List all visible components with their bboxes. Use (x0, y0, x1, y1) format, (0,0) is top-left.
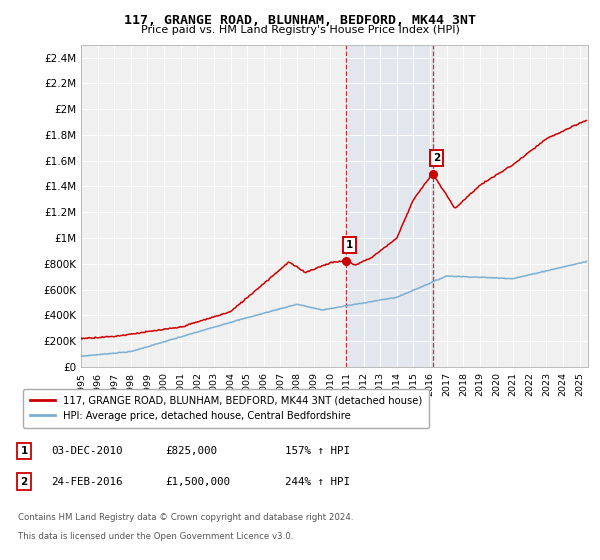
Text: 117, GRANGE ROAD, BLUNHAM, BEDFORD, MK44 3NT: 117, GRANGE ROAD, BLUNHAM, BEDFORD, MK44… (124, 14, 476, 27)
Text: 24-FEB-2016: 24-FEB-2016 (51, 477, 122, 487)
Text: £1,500,000: £1,500,000 (165, 477, 230, 487)
Text: 157% ↑ HPI: 157% ↑ HPI (285, 446, 350, 456)
Text: Contains HM Land Registry data © Crown copyright and database right 2024.: Contains HM Land Registry data © Crown c… (18, 514, 353, 522)
Text: 1: 1 (20, 446, 28, 456)
Text: 2: 2 (433, 153, 440, 163)
Text: 244% ↑ HPI: 244% ↑ HPI (285, 477, 350, 487)
Text: £825,000: £825,000 (165, 446, 217, 456)
Legend: 117, GRANGE ROAD, BLUNHAM, BEDFORD, MK44 3NT (detached house), HPI: Average pric: 117, GRANGE ROAD, BLUNHAM, BEDFORD, MK44… (23, 389, 429, 428)
Text: 2: 2 (20, 477, 28, 487)
Text: 1: 1 (346, 240, 353, 250)
Text: This data is licensed under the Open Government Licence v3.0.: This data is licensed under the Open Gov… (18, 532, 293, 541)
Bar (346, 45, 433, 367)
Text: 03-DEC-2010: 03-DEC-2010 (51, 446, 122, 456)
Text: Price paid vs. HM Land Registry's House Price Index (HPI): Price paid vs. HM Land Registry's House … (140, 25, 460, 35)
